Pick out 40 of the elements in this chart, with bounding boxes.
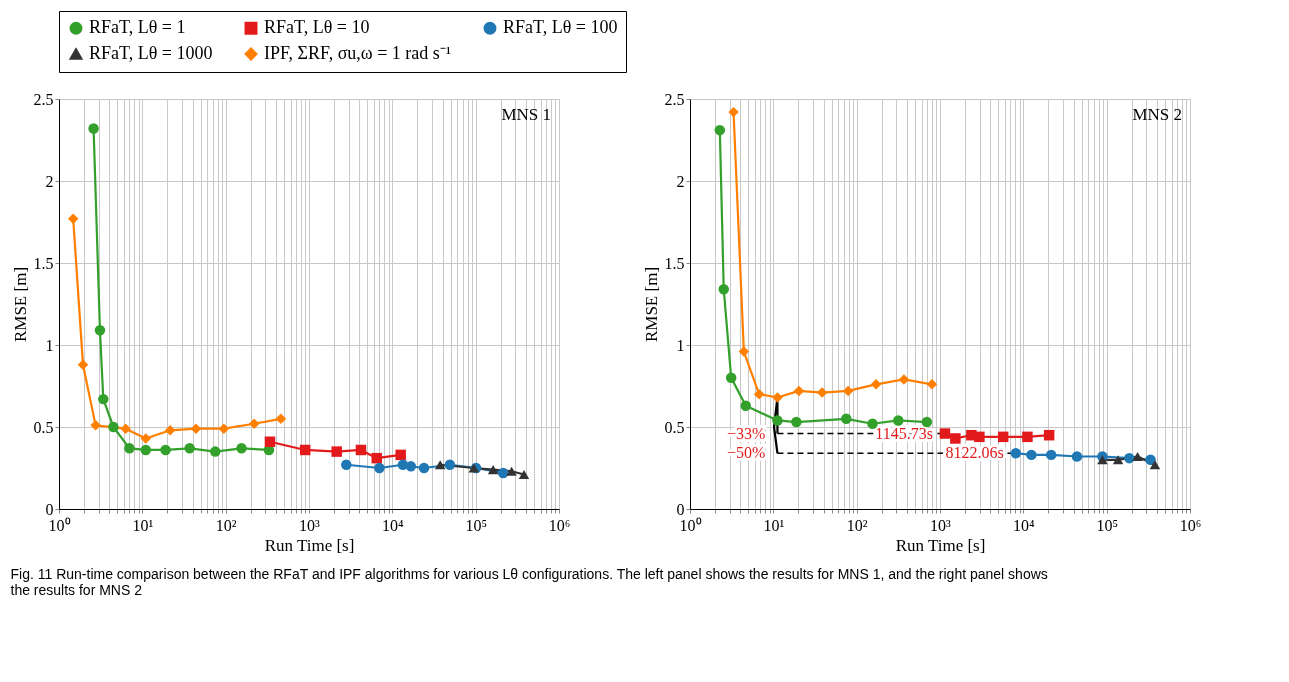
legend-label: RFaT, Lθ = 100 [503,17,618,38]
y-tick-label: 2 [45,172,54,190]
annotation: −50% [727,444,766,462]
legend-label: RFaT, Lθ = 10 [264,17,370,38]
legend-label: RFaT, Lθ = 1000 [89,43,213,63]
x-tick-label: 10⁶ [548,516,571,534]
x-tick-label: 10³ [930,516,952,534]
x-tick-label: 10¹ [763,516,785,534]
y-tick-label: 2 [676,172,685,190]
x-axis-title: Run Time [s] [264,535,355,555]
x-tick-label: 10⁶ [1179,516,1202,534]
caption: Fig. 11 Run-time comparison between the RFaT and IPF algorithms for various Lθ configurations. The left panel shows the results for MNS 1, and the right panel shows the results for MNS 2 [10,565,1048,598]
y-tick-label: 0 [676,500,685,518]
x-tick-label: 10⁴ [382,516,405,534]
y-tick-label: 0.5 [33,418,54,436]
y-tick-label: 1 [676,336,685,354]
chart-title: MNS 2 [1132,105,1182,124]
chart-title: MNS 1 [501,105,551,124]
annotation: −33% [727,424,766,442]
x-tick-label: 10⁴ [1013,516,1036,534]
legend-label: IPF, ΣRF, σu,ω = 1 rad s⁻¹ [264,43,452,63]
x-axis-title: Run Time [s] [895,535,986,555]
y-tick-label: 2.5 [33,90,54,108]
legend-label: RFaT, Lθ = 1 [89,17,186,38]
x-tick-label: 10³ [299,516,321,534]
x-tick-label: 10² [846,516,868,534]
x-tick-label: 10⁰ [48,516,71,534]
x-tick-label: 10⁰ [679,516,702,534]
x-tick-label: 10⁵ [1096,516,1118,534]
y-tick-label: 1 [45,336,54,354]
x-tick-label: 10¹ [132,516,154,534]
y-tick-label: 1.5 [33,254,54,272]
y-tick-label: 0.5 [664,418,685,436]
y-axis-title: RMSE [m] [641,266,661,343]
x-tick-label: 10² [215,516,237,534]
x-tick-label: 10⁵ [465,516,487,534]
y-tick-label: 1.5 [664,254,685,272]
y-axis-title: RMSE [m] [10,266,30,343]
y-tick-label: 2.5 [664,90,685,108]
y-tick-label: 0 [45,500,54,518]
